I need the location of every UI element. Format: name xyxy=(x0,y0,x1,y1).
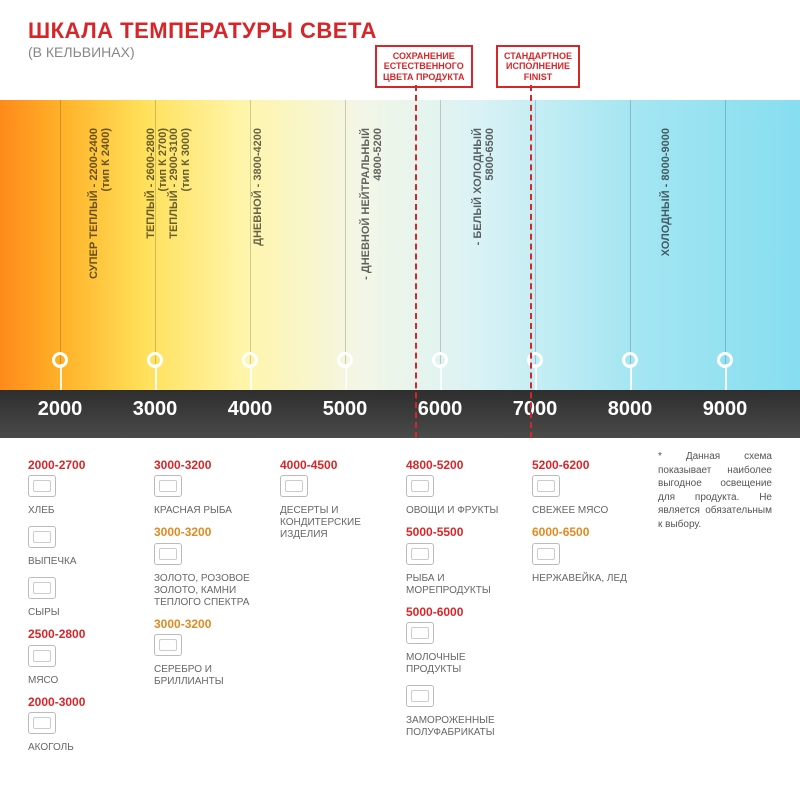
spectrum-range-label: ДНЕВНОЙ - 3800-4200 xyxy=(252,128,264,368)
temp-range: 3000-3200 xyxy=(154,525,268,539)
axis-label: 6000 xyxy=(418,398,463,421)
product-label: ОВОЩИ И ФРУКТЫ xyxy=(406,505,520,517)
axis-marker xyxy=(432,352,448,368)
product-icon xyxy=(406,622,434,644)
product-label: СВЕЖЕЕ МЯСО xyxy=(532,505,646,517)
product-label: ЗОЛОТО, РОЗОВОЕ ЗОЛОТО, КАМНИ ТЕПЛОГО СП… xyxy=(154,573,268,609)
product-column: * Данная схема показывает наиболее выгод… xyxy=(658,450,772,760)
axis-label: 3000 xyxy=(133,398,178,421)
product-column: 4800-5200 ОВОЩИ И ФРУКТЫ 5000-5500 РЫБА И М… xyxy=(406,450,520,760)
spectrum-range-label: ДНЕВНОЙ НЕЙТРАЛЬНЫЙ -4800-5200 xyxy=(360,128,384,368)
temp-range: 5000-5500 xyxy=(406,525,520,539)
product-label: МЯСО xyxy=(28,675,142,687)
product-label: ХЛЕБ xyxy=(28,505,142,517)
product-icon xyxy=(28,475,56,497)
temp-range: 2000-2700 xyxy=(28,458,142,472)
product-label: АКОГОЛЬ xyxy=(28,742,142,754)
axis-label: 9000 xyxy=(703,398,748,421)
product-label: МОЛОЧНЫЕ ПРОДУКТЫ xyxy=(406,652,520,676)
temp-range: 3000-3200 xyxy=(154,617,268,631)
axis-marker xyxy=(337,352,353,368)
product-label: НЕРЖАВЕЙКА, ЛЕД xyxy=(532,573,646,585)
axis-label: 8000 xyxy=(608,398,653,421)
spectrum-range-label: ТЕПЛЫЙ - 2600-2800(тип К 2700) xyxy=(145,128,169,368)
product-label: ЗАМОРОЖЕННЫЕ ПОЛУФАБРИКАТЫ xyxy=(406,715,520,739)
product-icon xyxy=(28,526,56,548)
product-label: ВЫПЕЧКА xyxy=(28,556,142,568)
temp-range: 4000-4500 xyxy=(280,458,394,472)
product-icon xyxy=(532,543,560,565)
spectrum-range-label: ХОЛОДНЫЙ - 8000-9000 xyxy=(660,128,672,368)
axis-label: 5000 xyxy=(323,398,368,421)
axis-marker xyxy=(52,352,68,368)
product-icon xyxy=(406,475,434,497)
product-column: 2000-2700 ХЛЕБ ВЫПЕЧКА СЫРЫ 2500-2800 МЯСО 200… xyxy=(28,450,142,760)
product-icon xyxy=(154,475,182,497)
product-column: 3000-3200 КРАСНАЯ РЫБА 3000-3200 ЗОЛОТО, РО… xyxy=(154,450,268,760)
spectrum-divider xyxy=(60,100,61,390)
dashed-marker xyxy=(415,85,417,438)
axis-marker xyxy=(622,352,638,368)
spectrum-divider xyxy=(535,100,536,390)
spectrum-divider xyxy=(725,100,726,390)
product-icon xyxy=(280,475,308,497)
temp-range: 6000-6500 xyxy=(532,525,646,539)
product-icon xyxy=(532,475,560,497)
product-icon xyxy=(28,577,56,599)
temp-range: 5200-6200 xyxy=(532,458,646,472)
temp-range: 2000-3000 xyxy=(28,695,142,709)
axis-bar: 2000 3000 4000 5000 6000 7000 8000 9000 xyxy=(0,390,800,438)
spectrum-range-label: СУПЕР ТЕПЛЫЙ - 2200-2400(тип К 2400) xyxy=(88,128,112,368)
temp-range: 3000-3200 xyxy=(154,458,268,472)
product-icon xyxy=(28,645,56,667)
spectrum-divider xyxy=(345,100,346,390)
axis-label: 7000 xyxy=(513,398,558,421)
product-label: СЕРЕБРО И БРИЛЛИАНТЫ xyxy=(154,664,268,688)
product-label: СЫРЫ xyxy=(28,607,142,619)
product-column: 5200-6200 СВЕЖЕЕ МЯСО 6000-6500 НЕРЖАВЕЙКА,… xyxy=(532,450,646,760)
temp-range: 2500-2800 xyxy=(28,627,142,641)
axis-label: 4000 xyxy=(228,398,273,421)
callout-box: СОХРАНЕНИЕЕСТЕСТВЕННОГОЦВЕТА ПРОДУКТА xyxy=(375,45,473,88)
spectrum-range-label: БЕЛЫЙ ХОЛОДНЫЙ -5800-6500 xyxy=(472,128,496,368)
dashed-marker xyxy=(530,85,532,438)
page-subtitle: (В КЕЛЬВИНАХ) xyxy=(28,44,135,60)
axis-marker xyxy=(717,352,733,368)
callout-box: СТАНДАРТНОЕИСПОЛНЕНИЕFINIST xyxy=(496,45,580,88)
temp-range: 5000-6000 xyxy=(406,605,520,619)
product-icon xyxy=(154,543,182,565)
axis-label: 2000 xyxy=(38,398,83,421)
temp-range: 4800-5200 xyxy=(406,458,520,472)
product-label: РЫБА И МОРЕПРОДУКТЫ xyxy=(406,573,520,597)
product-icon xyxy=(28,712,56,734)
product-label: ДЕСЕРТЫ И КОНДИТЕРСКИЕ ИЗДЕЛИЯ xyxy=(280,505,394,541)
spectrum-range-label: ТЕПЛЫЙ - 2900-3100(тип К 3000) xyxy=(168,128,192,368)
page-title: ШКАЛА ТЕМПЕРАТУРЫ СВЕТА xyxy=(28,18,377,44)
product-grid: 2000-2700 ХЛЕБ ВЫПЕЧКА СЫРЫ 2500-2800 МЯСО 200… xyxy=(28,450,772,760)
spectrum-divider xyxy=(630,100,631,390)
spectrum-divider xyxy=(250,100,251,390)
product-icon xyxy=(154,634,182,656)
product-icon xyxy=(406,685,434,707)
spectrum-divider xyxy=(440,100,441,390)
product-column: 4000-4500 ДЕСЕРТЫ И КОНДИТЕРСКИЕ ИЗДЕЛИЯ xyxy=(280,450,394,760)
product-label: КРАСНАЯ РЫБА xyxy=(154,505,268,517)
product-icon xyxy=(406,543,434,565)
spectrum-band xyxy=(0,100,800,390)
footnote: * Данная схема показывает наиболее выгод… xyxy=(658,450,772,531)
spectrum-gradient xyxy=(0,100,800,390)
